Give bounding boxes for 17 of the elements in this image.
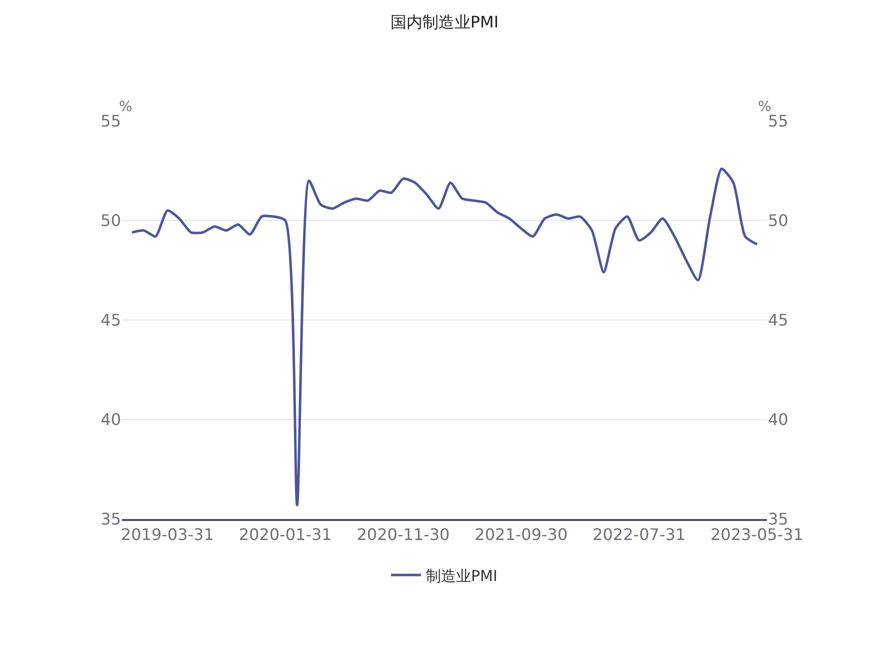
y2-tick-label: 45 xyxy=(768,310,788,330)
x-tick-label: 2019-03-31 xyxy=(120,525,214,544)
x-tick-label: 2022-07-31 xyxy=(592,525,686,544)
y-tick-label: 50 xyxy=(100,211,121,230)
y-axis-title: % xyxy=(119,99,132,115)
y-tick-label: 40 xyxy=(100,410,121,430)
x-tick-label: 2020-01-31 xyxy=(238,525,332,544)
chart-title: 国内制造业PMI xyxy=(390,12,499,32)
line-series xyxy=(130,168,758,506)
y2-tick-label: 50 xyxy=(768,211,788,230)
legend-label: 制造业PMI xyxy=(426,566,498,585)
y-tick-label: 35 xyxy=(100,510,121,529)
y-tick-label: 55 xyxy=(100,112,121,131)
y2-tick-label: 40 xyxy=(768,410,788,430)
x-tick-label: 2021-09-30 xyxy=(474,525,568,544)
x-tick-label: 2020-11-30 xyxy=(356,525,450,544)
y-tick-label: 45 xyxy=(100,310,121,330)
